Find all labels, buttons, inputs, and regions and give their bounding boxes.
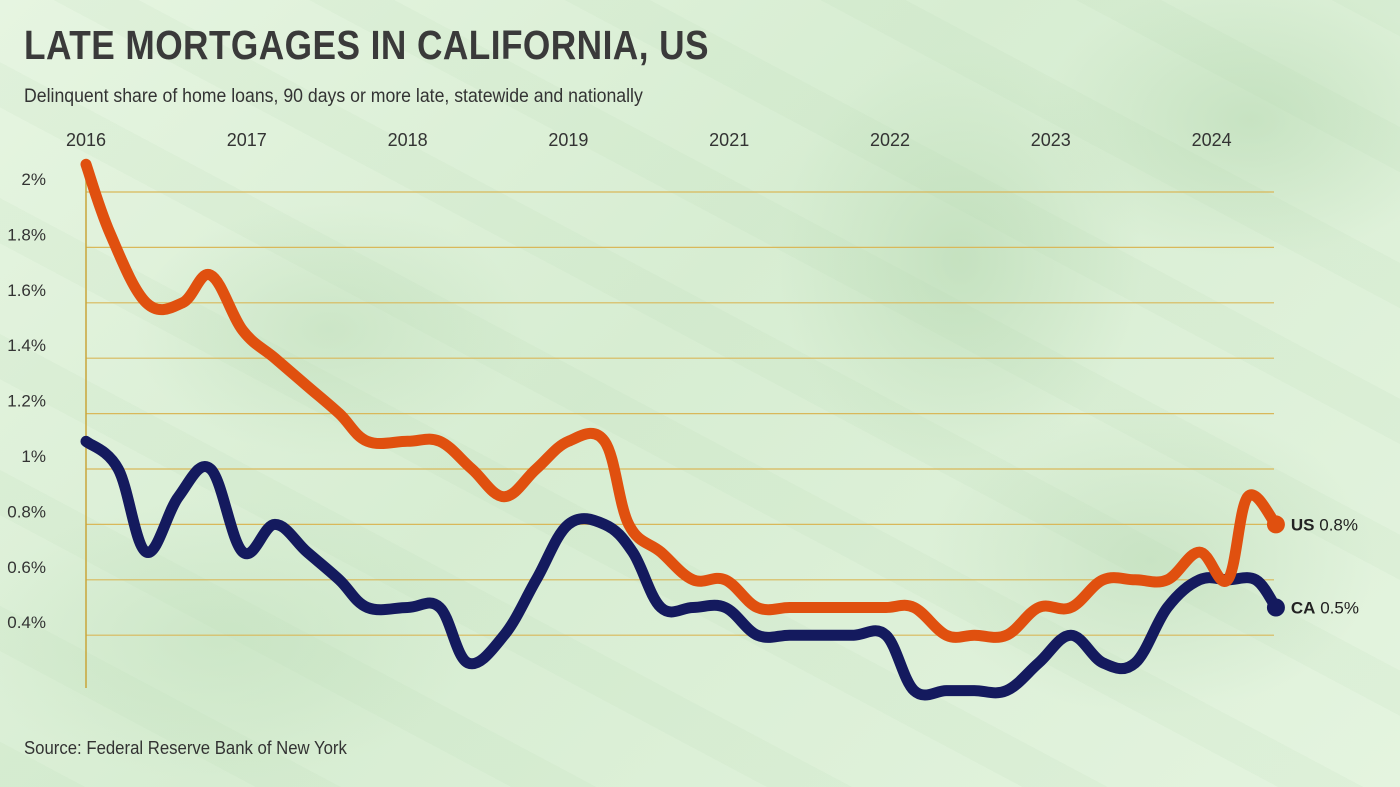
series-line-us	[80, 158, 1282, 643]
y-tick-label: 1.8%	[7, 225, 46, 244]
y-tick-label: 1%	[21, 447, 46, 466]
x-tick-label: 2016	[66, 130, 106, 150]
x-tick-label: 2017	[227, 130, 267, 150]
x-tick-label: 2018	[388, 130, 428, 150]
x-tick-label: 2023	[1031, 130, 1071, 150]
end-label-ca: CA 0.5%	[1291, 599, 1359, 618]
x-axis-ticks: 2016 2017 2018 2019 2021 2022 2023 2024	[66, 130, 1232, 150]
end-label-us: US 0.8%	[1291, 515, 1358, 534]
series-line-ca	[80, 435, 1282, 701]
end-label-value: 0.8%	[1315, 515, 1358, 534]
end-label-series-name: US	[1291, 515, 1315, 534]
y-axis-ticks: 0.4% 0.6% 0.8% 1% 1.2% 1.4% 1.6% 1.8% 2%	[7, 170, 46, 632]
y-tick-label: 1.4%	[7, 336, 46, 355]
y-tick-label: 0.4%	[7, 613, 46, 632]
x-tick-label: 2021	[709, 130, 749, 150]
chart-subtitle: Delinquent share of home loans, 90 days …	[24, 86, 643, 107]
y-tick-label: 2%	[21, 170, 46, 189]
end-label-value: 0.5%	[1315, 599, 1358, 618]
x-tick-label: 2022	[870, 130, 910, 150]
x-tick-label: 2024	[1192, 130, 1232, 150]
end-point-us	[1266, 515, 1285, 534]
series-lines	[80, 158, 1285, 701]
series-end-labels: CA 0.5% US 0.8%	[1291, 515, 1359, 617]
y-tick-label: 0.6%	[7, 558, 46, 577]
y-tick-label: 1.2%	[7, 392, 46, 411]
y-tick-label: 1.6%	[7, 281, 46, 300]
chart-title: LATE MORTGAGES IN CALIFORNIA, US	[24, 22, 710, 68]
x-tick-label: 2019	[548, 130, 588, 150]
end-point-ca	[1266, 598, 1285, 617]
y-tick-label: 0.8%	[7, 502, 46, 521]
end-label-series-name: CA	[1291, 599, 1316, 618]
source-note: Source: Federal Reserve Bank of New York	[24, 738, 347, 758]
